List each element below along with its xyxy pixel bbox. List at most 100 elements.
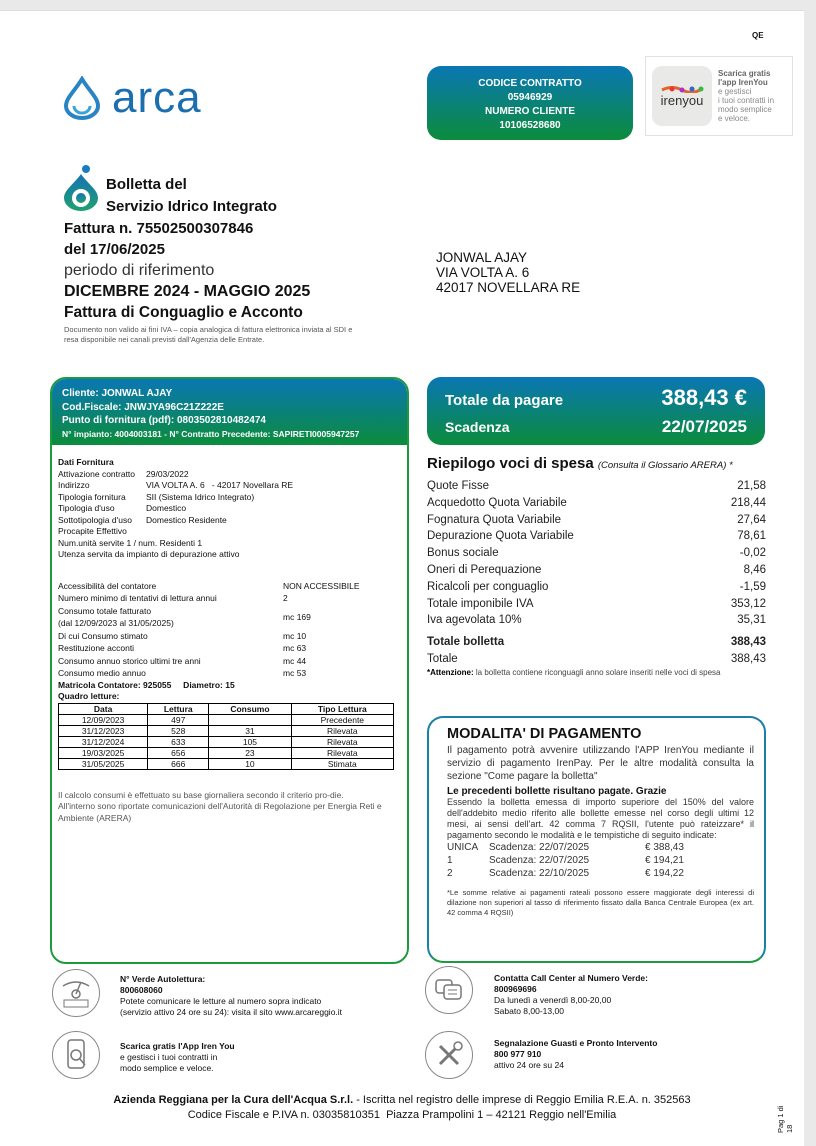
title-line1: Bolletta del	[106, 176, 187, 193]
table-cell: 12/09/2023	[57, 713, 149, 726]
supply-value: Domestico Residente	[146, 514, 227, 525]
supply-details-box: Cliente: JONWAL AJAY Cod.Fiscale: JNWJYA…	[50, 377, 409, 964]
summary-value: -0,02	[739, 547, 766, 560]
payment-text: Il pagamento potrà avvenire utilizzando …	[447, 745, 754, 782]
meter-row: Di cui Consumo stimato mc 10	[58, 630, 401, 643]
table-header: Tipo Lettura	[290, 702, 395, 715]
invoice-date: del 17/06/2025	[64, 241, 165, 258]
meter-key: Accessibilità del contatore	[58, 580, 283, 593]
payment-box: MODALITA' DI PAGAMENTO Il pagamento potr…	[427, 716, 766, 963]
supply-title: Dati Fornitura	[58, 457, 114, 467]
summary-row: Quote Fisse 21,58	[427, 478, 766, 495]
installment-cell: € 194,21	[645, 855, 684, 866]
summary-subtitle[interactable]: (Consulta il Glossario ARERA) *	[597, 460, 733, 471]
meter-value: mc 63	[283, 643, 307, 653]
irenyou-dots-icon	[661, 85, 704, 93]
meter-key: Restituzione acconti	[58, 642, 283, 655]
meter-value: mc 53	[283, 668, 307, 678]
codice-contratto: 05946929	[507, 92, 553, 103]
promo-line: e gestisci	[718, 87, 752, 96]
meter-row: Numero minimo di tentativi di lettura an…	[58, 592, 401, 605]
installment-cell: € 194,22	[645, 868, 684, 879]
meter-row: Consumo totale fatturato (dal 12/09/2023 …	[58, 605, 401, 630]
table-cell: Precedente	[290, 713, 395, 726]
attention-text: la bolletta contiene riconguagli anno so…	[473, 667, 721, 677]
table-header: Lettura	[147, 702, 210, 715]
meter-key-text: Consumo totale fatturato	[58, 605, 152, 616]
company-footer: Azienda Reggiana per la Cura dell'Acqua …	[0, 1093, 804, 1123]
table-header: Data	[57, 702, 149, 715]
summary-value: 35,31	[737, 614, 766, 627]
cost-summary: Riepilogo voci di spesa (Consulta il Glo…	[427, 455, 766, 677]
contact-number[interactable]: 800 977 910	[494, 1049, 542, 1059]
period: DICEMBRE 2024 - MAGGIO 2025	[64, 283, 311, 300]
contact-number[interactable]: 800608060	[120, 985, 163, 995]
summary-label: Totale imponibile IVA	[427, 597, 534, 610]
total-label: Totale	[427, 652, 458, 665]
meter-key: Consumo totale fatturato (dal 12/09/2023 …	[58, 605, 283, 630]
irenyou-promo[interactable]: irenyou Scarica gratis l'app IrenYou e g…	[645, 56, 793, 136]
table-cell: 31	[208, 724, 292, 737]
installment-row: UNICA Scadenza: 22/07/2025 € 388,43	[447, 841, 754, 854]
bill-total-label: Totale bolletta	[427, 636, 505, 649]
summary-value: -1,59	[739, 580, 766, 593]
invoice-type: Fattura di Conguaglio e Acconto	[64, 304, 303, 321]
company-name: Azienda Reggiana per la Cura dell'Acqua …	[113, 1094, 354, 1106]
iva-note: Documento non valido ai fini IVA – copia…	[64, 325, 353, 334]
contact-number[interactable]: 800969696	[494, 984, 537, 994]
client-name: Cliente: JONWAL AJAY	[62, 388, 173, 399]
supply-key: Attivazione contratto	[58, 468, 136, 479]
table-cell: Rilevata	[290, 746, 395, 759]
page-number: Pag 1 di 18	[776, 1105, 794, 1133]
autolettura-info: N° Verde Autolettura: 800608060 Potete c…	[120, 974, 342, 1018]
logo-text: arca	[112, 73, 202, 122]
contact-title: Segnalazione Guasti e Pronto Intervento	[494, 1038, 658, 1048]
table-header: Consumo	[208, 702, 292, 715]
table-cell: 31/05/2025	[57, 757, 149, 770]
installment-cell: UNICA	[447, 842, 479, 853]
table-row: 31/05/2025 666 10 Stimata	[57, 757, 395, 770]
installment-note: *Le somme relative ai pagamenti rateali …	[447, 888, 754, 917]
summary-label: Ricalcoli per conguaglio	[427, 580, 549, 593]
installment-cell: Scadenza: 22/07/2025	[489, 855, 590, 866]
meter-key-text: (dal 12/09/2023 al 31/05/2025)	[58, 618, 174, 628]
meter-key: Consumo medio annuo	[58, 667, 283, 680]
summary-value: 218,44	[730, 496, 766, 509]
summary-row: Bonus sociale -0,02	[427, 545, 766, 562]
codice-contratto-label: CODICE CONTRATTO	[478, 78, 582, 89]
summary-label: Fognatura Quota Variabile	[427, 513, 562, 526]
irenyou-logo-text: irenyou	[660, 92, 704, 108]
table-row: 31/12/2023 528 31 Rilevata	[57, 724, 395, 737]
emergency-info: Segnalazione Guasti e Pronto Intervento …	[494, 1038, 657, 1071]
recipient-city: 42017 NOVELLARA RE	[436, 280, 581, 295]
recipient-street: VIA VOLTA A. 6	[436, 265, 530, 280]
chat-icon	[425, 966, 473, 1014]
arera-note: All'interno sono riportate comunicazioni…	[58, 801, 382, 823]
calc-note: Il calcolo consumi è effettuato su base …	[58, 789, 344, 800]
meter-value: NON ACCESSIBILE	[283, 580, 360, 591]
supply-key: Sottotipologia d'uso	[58, 514, 132, 525]
qe-code: QE	[752, 31, 764, 40]
company-address: Codice Fiscale e P.IVA n. 03035810351 Pi…	[187, 1109, 617, 1121]
meter-value: mc 44	[283, 655, 307, 666]
summary-label: Acquedotto Quota Variabile	[427, 496, 567, 509]
contact-title: Contatta Call Center al Numero Verde:	[494, 973, 648, 983]
contact-line[interactable]: (servizio attivo 24 ore su 24): visita i…	[120, 1007, 343, 1017]
promo-title2: l'app IrenYou	[718, 78, 768, 87]
contact-line: Da lunedì a venerdì 8,00-20,00	[494, 995, 612, 1005]
recipient-address: JONWAL AJAY VIA VOLTA A. 6 42017 NOVELLA…	[436, 250, 580, 295]
meter-row: Restituzione acconti mc 63	[58, 642, 401, 655]
meter-key-text: Consumo annuo storico ultimi tre anni	[58, 655, 201, 666]
due-label: Scadenza	[445, 419, 510, 435]
installment-cell: 1	[447, 855, 453, 866]
service-drop-icon	[64, 165, 98, 211]
summary-row: Depurazione Quota Variabile 78,61	[427, 528, 766, 545]
meter-serial: Matricola Contatore: 925055 Diametro: 15	[58, 679, 235, 690]
summary-row: Totale imponibile IVA 353,12	[427, 596, 766, 613]
summary-label: Oneri di Perequazione	[427, 563, 542, 576]
paid-note: Le precedenti bollette risultano pagate.…	[447, 786, 667, 797]
supply-key: Tipologia d'uso	[58, 503, 115, 513]
plant-number: N° impianto: 4004003181 - N° Contratto P…	[62, 428, 360, 439]
period-label: periodo di riferimento	[64, 262, 215, 279]
bill-page: QE arca CODICE CONTRATTO 05946929 NUMERO…	[0, 10, 804, 1146]
